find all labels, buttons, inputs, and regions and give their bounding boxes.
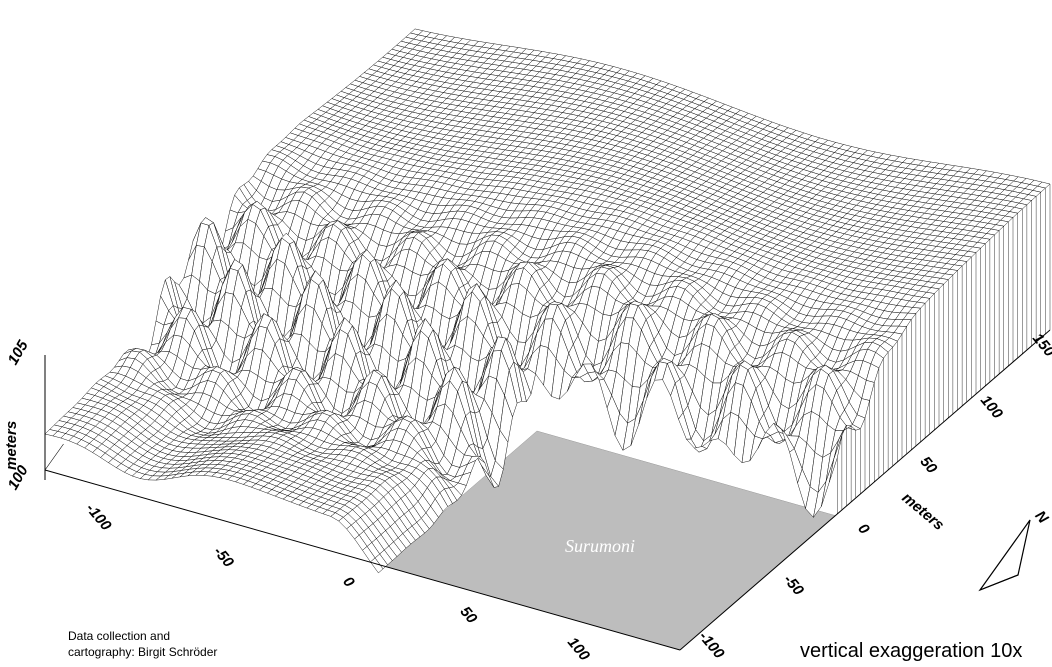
terrain-map: meters100105-100-50050100-100-5005010015… xyxy=(0,0,1052,667)
terrain-surface xyxy=(45,29,1050,650)
